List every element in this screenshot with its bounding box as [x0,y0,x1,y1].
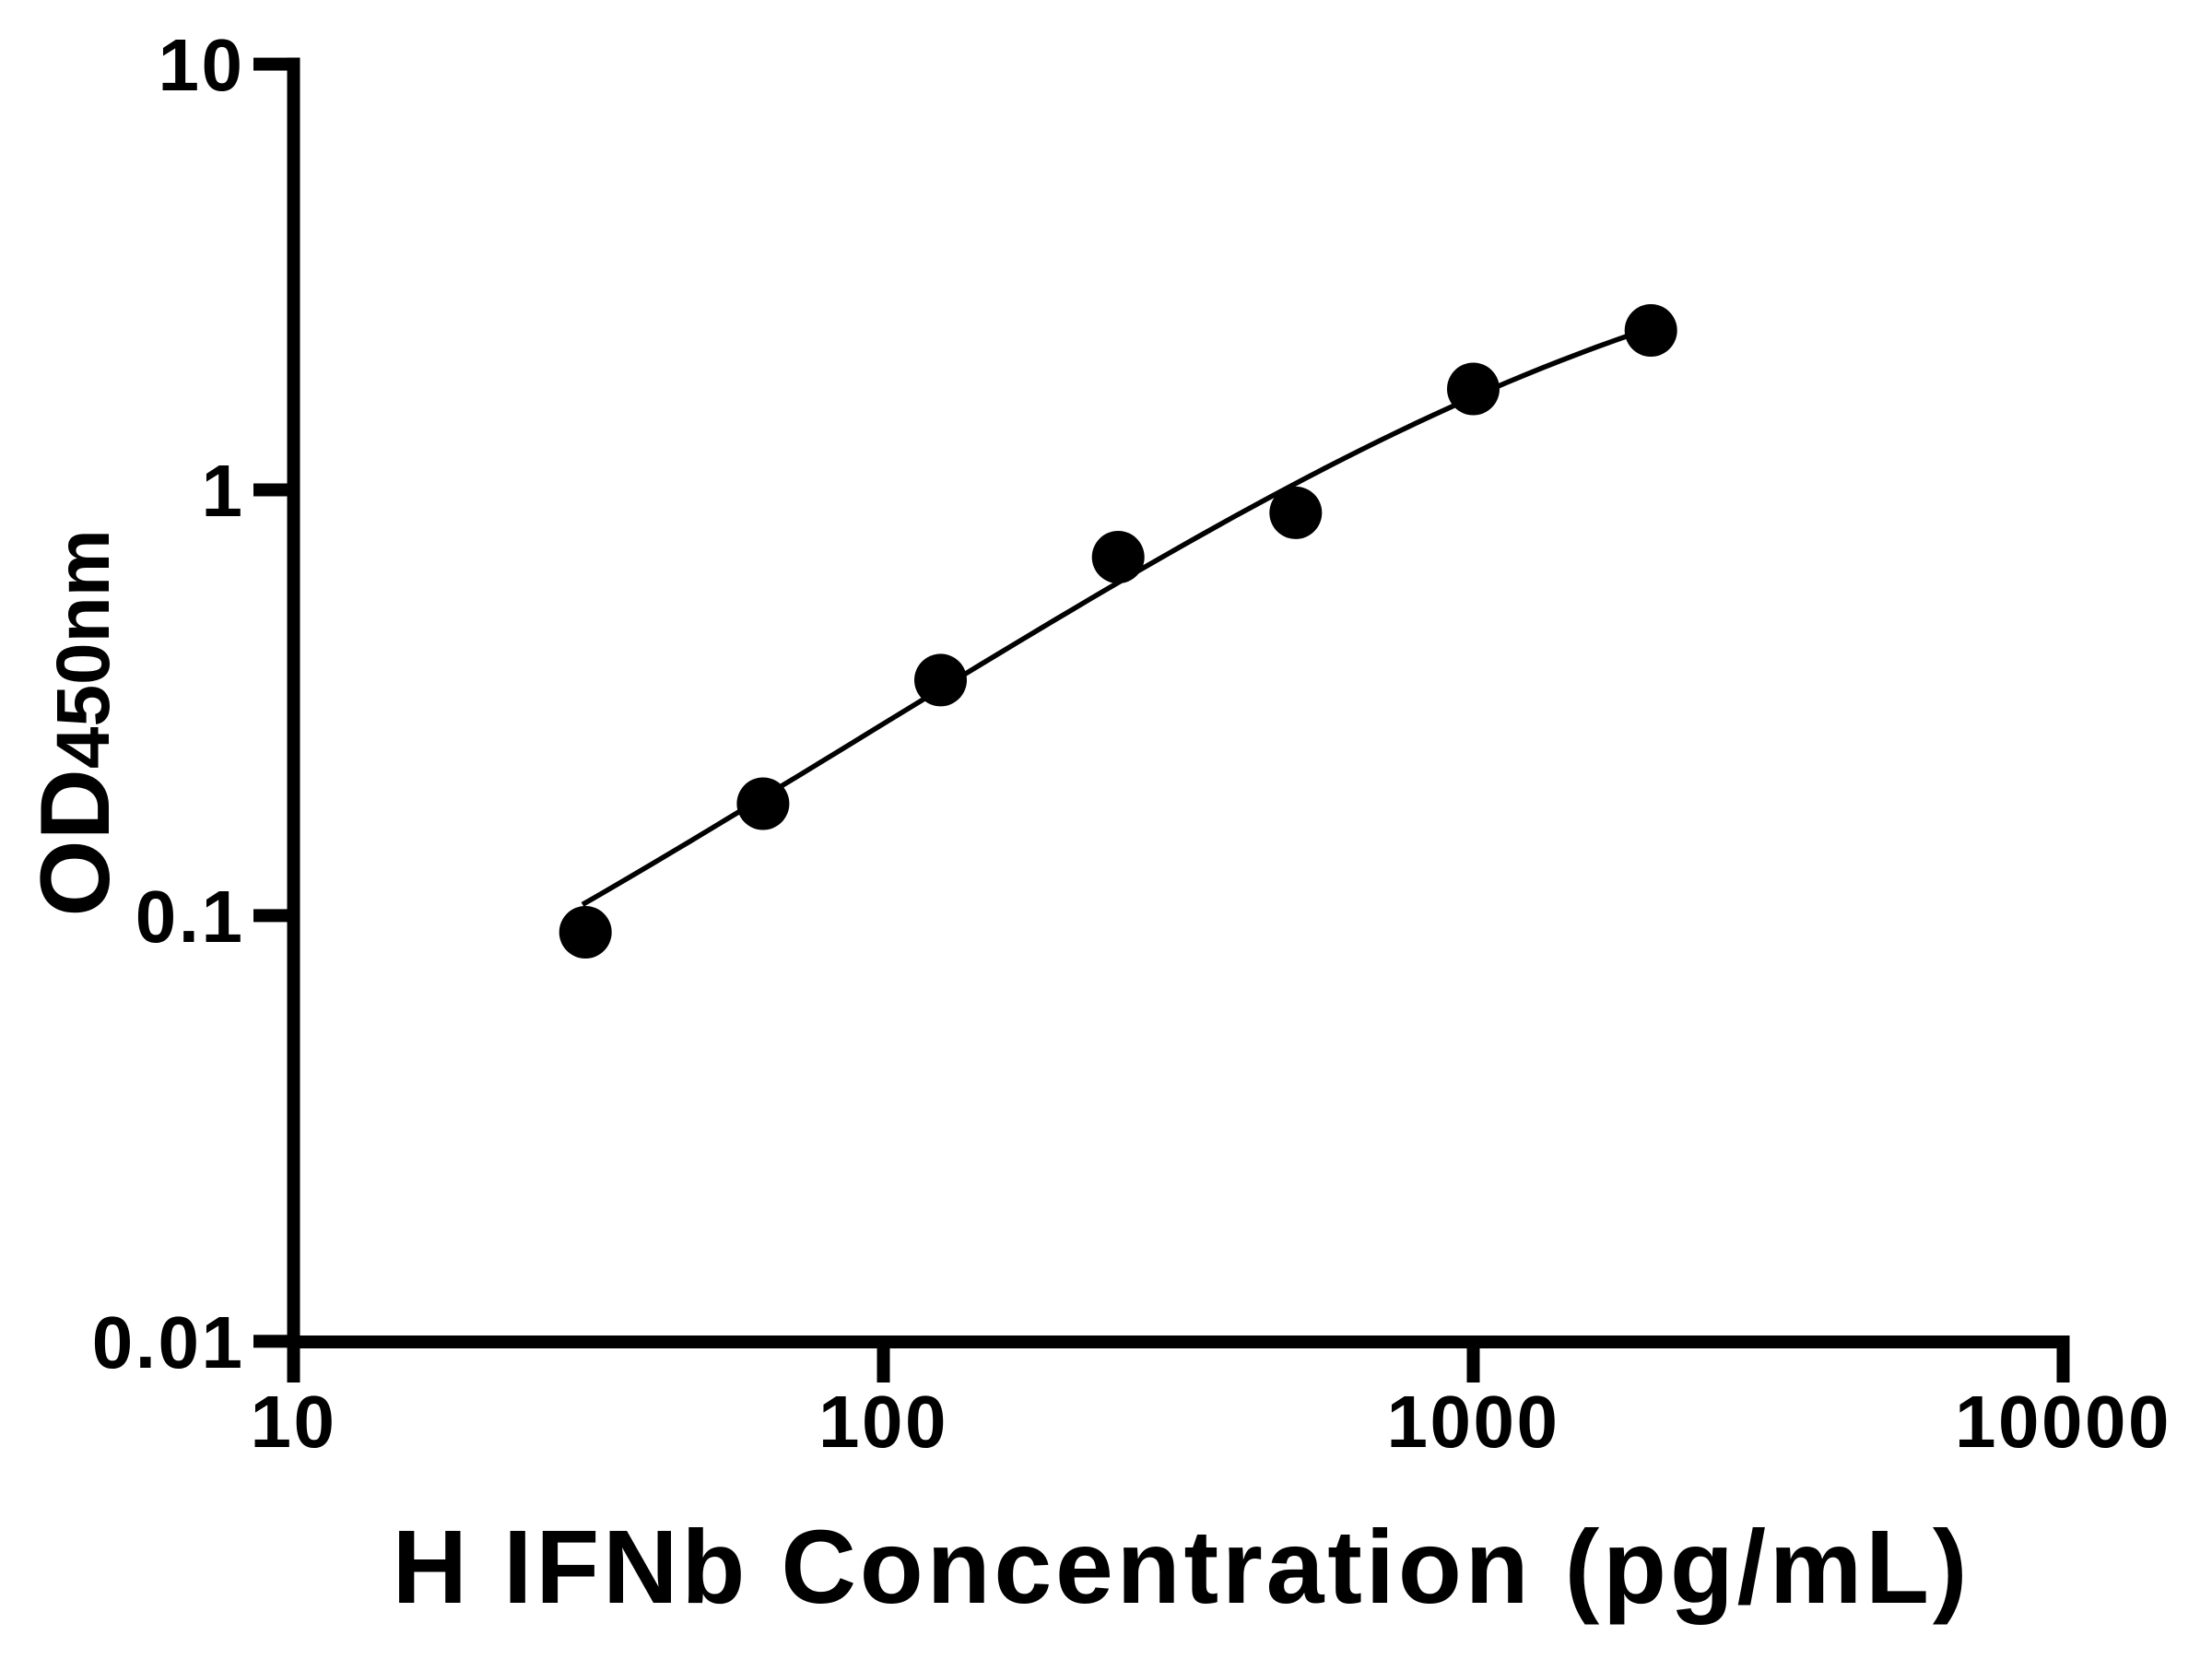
svg-text:100: 100 [818,1381,948,1463]
svg-text:1: 1 [202,450,245,532]
svg-text:10000: 10000 [1955,1381,2171,1463]
svg-text:10: 10 [251,1381,337,1463]
svg-text:0.01: 0.01 [92,1301,245,1383]
svg-text:H IFNb Concentration (pg/mL): H IFNb Concentration (pg/mL) [393,1509,1968,1625]
svg-text:0.1: 0.1 [135,876,245,958]
svg-text:OD450nm: OD450nm [19,529,130,916]
svg-text:1000: 1000 [1387,1381,1560,1463]
svg-text:10: 10 [159,24,245,106]
